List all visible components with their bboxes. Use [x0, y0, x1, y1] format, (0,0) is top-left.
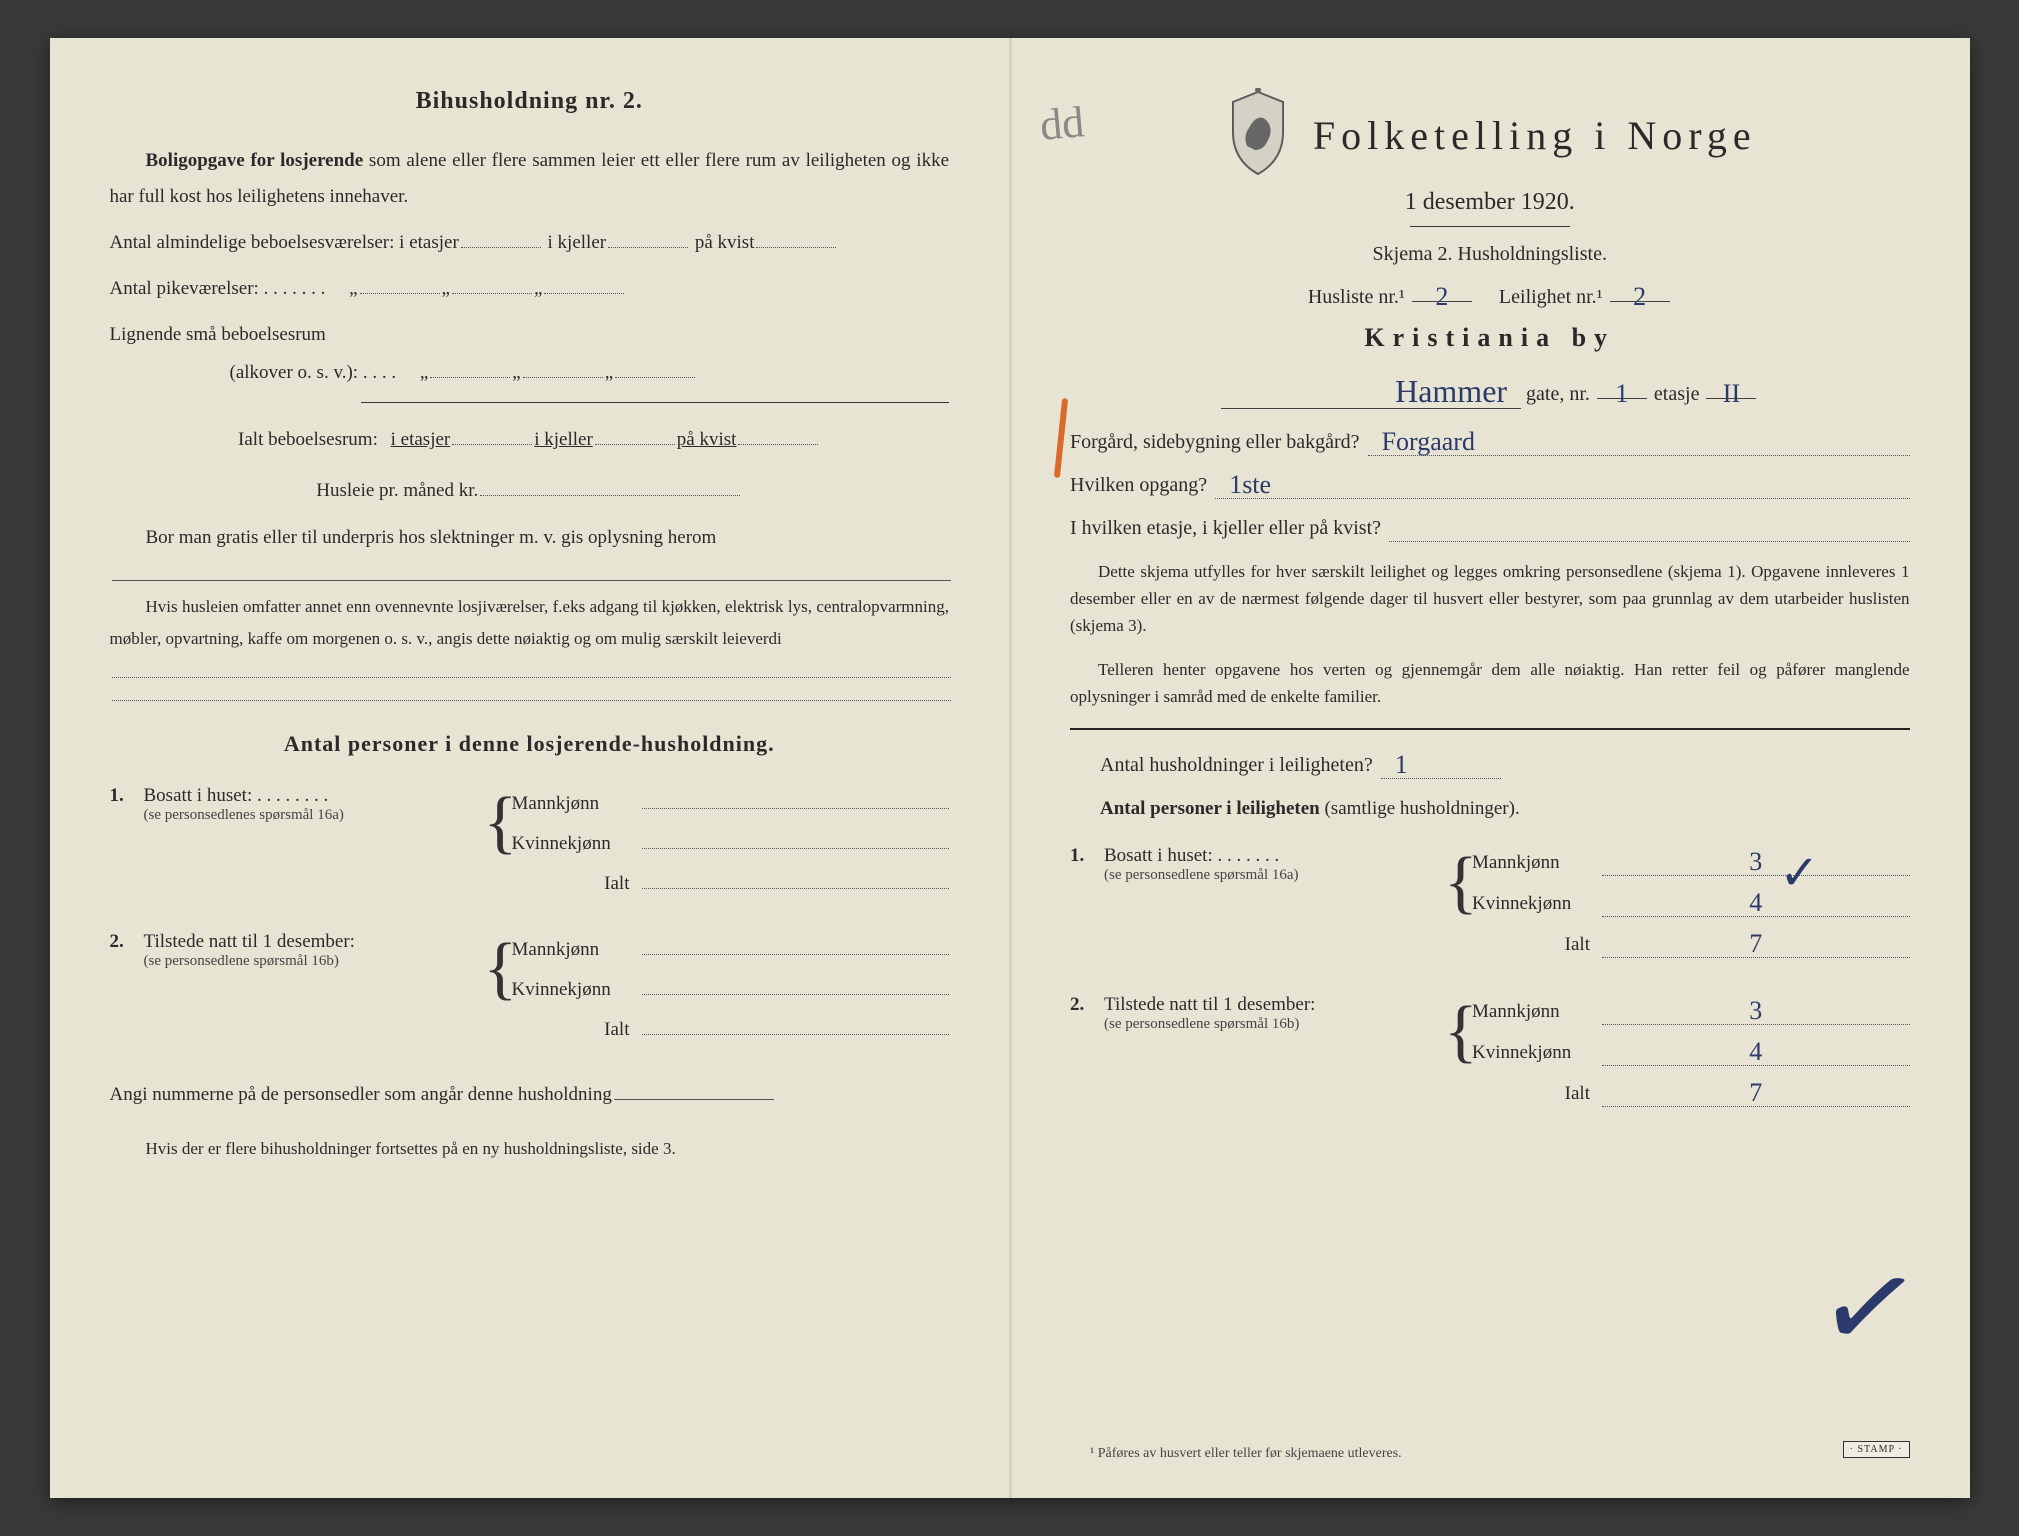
fill-pike-c — [544, 273, 624, 294]
left-count-2: 2. Tilstede natt til 1 desember: (se per… — [110, 931, 950, 1051]
rooms-line-3a: Lignende små beboelsesrum — [110, 317, 950, 353]
rooms-total-row: Ialt beboelsesrum: i etasjeri kjellerpå … — [110, 425, 950, 452]
brace-2: { — [484, 941, 512, 997]
coat-of-arms-icon — [1223, 88, 1293, 183]
instructions-1: Dette skjema utfylles for hver særskilt … — [1070, 558, 1910, 640]
left-f2 — [642, 971, 950, 995]
orange-margin-mark — [1054, 398, 1068, 478]
households-value: 1 — [1389, 750, 1414, 779]
fill-nums — [614, 1079, 774, 1100]
footnote: ¹ Påføres av husvert eller teller før sk… — [1090, 1446, 1402, 1462]
rooms-divider — [361, 402, 949, 403]
left-page: Bihusholdning nr. 2. Boligopgave for los… — [50, 38, 1011, 1498]
count-num-1: 1. — [110, 785, 144, 807]
q-etasje: I hvilken etasje, i kjeller eller på kvi… — [1070, 511, 1910, 542]
left-t1 — [642, 865, 950, 889]
rooms-line-3b: (alkover o. s. v.): . . . . „„„ — [110, 355, 950, 391]
city-title: Kristiania by — [1070, 323, 1910, 353]
fill-kvist-1 — [756, 227, 836, 248]
fill-pike-b — [452, 273, 532, 294]
total-a: i etasjeri kjellerpå kvist — [391, 429, 821, 450]
large-checkmark: ✓ — [1808, 1231, 1931, 1385]
intro-bold: Boligopgave for losjerende — [146, 150, 364, 171]
count-label-2: Tilstede natt til 1 desember: (se person… — [144, 931, 484, 970]
leilighet-value: 2 — [1627, 282, 1652, 311]
fill-rent — [480, 476, 740, 497]
rent-row: Husleie pr. måned kr. — [110, 473, 950, 509]
count-num-2: 2. — [110, 931, 144, 953]
r-m2: 3 — [1743, 996, 1768, 1025]
right-persons-title: Antal personer i leiligheten (samtlige h… — [1100, 791, 1910, 827]
q-forgard: Forgård, sidebygning eller bakgård? Forg… — [1070, 425, 1910, 456]
right-count-2: 2. Tilstede natt til 1 desember: (se per… — [1070, 994, 1910, 1117]
rooms-line-2: Antal pikeværelser: . . . . . . . „„„ — [110, 271, 950, 307]
rooms-line-1: Antal almindelige beboelsesværelser: i e… — [110, 225, 950, 261]
header-block: Folketelling i Norge 1 desember 1920. — [1070, 88, 1910, 227]
small-checkmark: ✓ — [1779, 845, 1819, 901]
left-m2 — [642, 931, 950, 955]
left-persons-title: Antal personer i denne losjerende-hushol… — [110, 731, 950, 757]
census-date: 1 desember 1920. — [1070, 189, 1910, 216]
q-opgang: Hvilken opgang? 1ste — [1070, 468, 1910, 499]
intro-paragraph: Boligopgave for losjerende som alene ell… — [110, 143, 950, 215]
section-rule — [1070, 728, 1910, 730]
street-value: Hammer — [1389, 373, 1513, 409]
fill-etasjer-1 — [461, 227, 541, 248]
husliste-value: 2 — [1429, 282, 1454, 311]
more-text: Hvis der er flere bihusholdninger fortse… — [110, 1133, 950, 1165]
etasje-value: II — [1717, 379, 1746, 408]
fill-kjeller-1 — [608, 227, 688, 248]
fill-gratis — [112, 560, 952, 581]
fill-alk-a — [430, 358, 510, 379]
extras-row: Hvis husleien omfatter annet enn ovennev… — [110, 591, 950, 701]
left-count-1: 1. Bosatt i huset: . . . . . . . . (se p… — [110, 785, 950, 905]
a-opgang: 1ste — [1223, 470, 1277, 499]
left-title: Bihusholdning nr. 2. — [110, 88, 950, 115]
address-row: Hammer gate, nr. 1 etasje II — [1070, 371, 1910, 409]
r-m1: 3 — [1743, 847, 1768, 876]
a-forgard: Forgaard — [1376, 427, 1481, 456]
printer-stamp: · STAMP · — [1843, 1441, 1910, 1458]
nums-row: Angi nummerne på de personsedler som ang… — [110, 1077, 950, 1113]
left-t2 — [642, 1011, 950, 1035]
fill-alk-c — [615, 358, 695, 379]
fill-extras-2 — [112, 682, 952, 701]
list-numbers: Husliste nr.¹ 2 Leilighet nr.¹ 2 — [1070, 280, 1910, 309]
r-f1: 4 — [1743, 888, 1768, 917]
left-f1 — [642, 825, 950, 849]
title-rule — [1410, 226, 1570, 227]
fill-alk-b — [523, 358, 603, 379]
a-etasje — [1397, 513, 1409, 542]
left-m1 — [642, 785, 950, 809]
form-type-label: Skjema 2. Husholdningsliste. — [1070, 243, 1910, 266]
brace-1: { — [484, 795, 512, 851]
gratis-row: Bor man gratis eller til underpris hos s… — [110, 520, 950, 581]
count-label-1: Bosatt i huset: . . . . . . . . (se pers… — [144, 785, 484, 824]
census-document: Bihusholdning nr. 2. Boligopgave for los… — [50, 38, 1970, 1498]
right-counts-wrap: ✓ 1. Bosatt i huset: . . . . . . . (se p… — [1070, 845, 1910, 1117]
fill-extras-1 — [112, 659, 952, 678]
r-t1: 7 — [1743, 929, 1768, 958]
instructions-2: Telleren henter opgavene hos verten og g… — [1070, 656, 1910, 710]
fill-pike-a — [360, 273, 440, 294]
gate-nr-value: 1 — [1609, 379, 1634, 408]
main-title: Folketelling i Norge — [1313, 112, 1757, 159]
r-f2: 4 — [1743, 1037, 1768, 1066]
households-count: Antal husholdninger i leiligheten? 1 — [1100, 748, 1910, 779]
right-page: dd Folketelling i Norge 1 desember 1920.… — [1010, 38, 1970, 1498]
r-t2: 7 — [1743, 1078, 1768, 1107]
